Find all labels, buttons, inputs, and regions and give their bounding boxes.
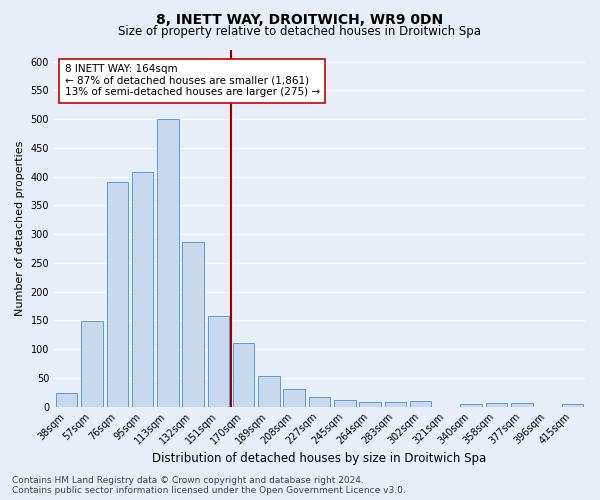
Bar	[81, 322, 103, 406]
Bar	[486, 403, 507, 406]
Bar	[258, 376, 280, 406]
Bar	[410, 402, 431, 406]
Bar	[208, 316, 229, 406]
Bar	[562, 404, 583, 406]
X-axis label: Distribution of detached houses by size in Droitwich Spa: Distribution of detached houses by size …	[152, 452, 487, 465]
Bar	[182, 242, 204, 406]
Text: Contains HM Land Registry data © Crown copyright and database right 2024.
Contai: Contains HM Land Registry data © Crown c…	[12, 476, 406, 495]
Bar	[359, 402, 381, 406]
Bar	[511, 402, 533, 406]
Y-axis label: Number of detached properties: Number of detached properties	[15, 140, 25, 316]
Bar	[233, 344, 254, 406]
Bar	[107, 182, 128, 406]
Bar	[309, 397, 330, 406]
Bar	[157, 119, 179, 406]
Bar	[385, 402, 406, 406]
Bar	[56, 394, 77, 406]
Text: Size of property relative to detached houses in Droitwich Spa: Size of property relative to detached ho…	[119, 25, 482, 38]
Bar	[132, 172, 153, 406]
Bar	[283, 390, 305, 406]
Text: 8, INETT WAY, DROITWICH, WR9 0DN: 8, INETT WAY, DROITWICH, WR9 0DN	[157, 12, 443, 26]
Bar	[334, 400, 356, 406]
Text: 8 INETT WAY: 164sqm
← 87% of detached houses are smaller (1,861)
13% of semi-det: 8 INETT WAY: 164sqm ← 87% of detached ho…	[65, 64, 320, 98]
Bar	[460, 404, 482, 406]
